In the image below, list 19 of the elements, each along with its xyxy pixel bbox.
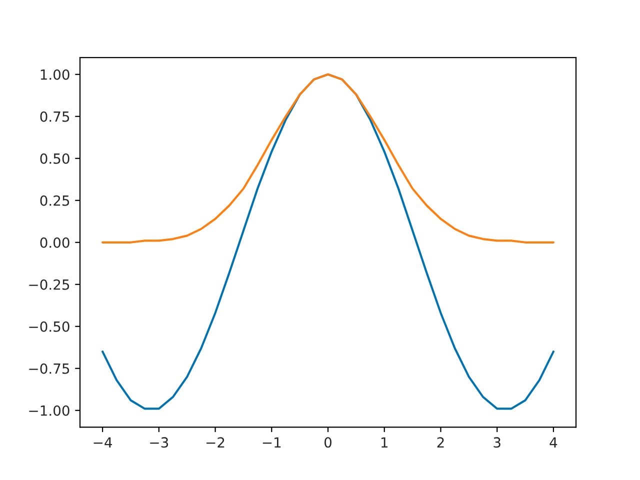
- x-tick-label: 0: [324, 437, 332, 448]
- y-tick-label: −0.50: [29, 321, 70, 332]
- x-tick-label: −4: [94, 437, 112, 448]
- y-tick-label: 0.25: [40, 195, 70, 206]
- x-tick-label: −2: [206, 437, 224, 448]
- x-tick-label: 3: [494, 437, 500, 448]
- y-tick-label: −0.75: [29, 363, 70, 374]
- x-tick-label: −3: [150, 437, 168, 448]
- x-tick-label: 1: [381, 437, 388, 448]
- line-series: [102, 73, 554, 244]
- y-tick-label: 0.00: [40, 237, 70, 248]
- x-tick-label: 2: [437, 437, 444, 448]
- y-tick-label: 0.75: [40, 111, 70, 122]
- x-tick-label: −1: [262, 437, 281, 448]
- y-tick-label: 0.50: [40, 153, 70, 164]
- y-tick-label: −1.00: [29, 405, 70, 416]
- x-tick-label: 4: [550, 437, 558, 448]
- y-tick-label: 1.00: [40, 69, 70, 80]
- y-tick-label: −0.25: [29, 279, 70, 290]
